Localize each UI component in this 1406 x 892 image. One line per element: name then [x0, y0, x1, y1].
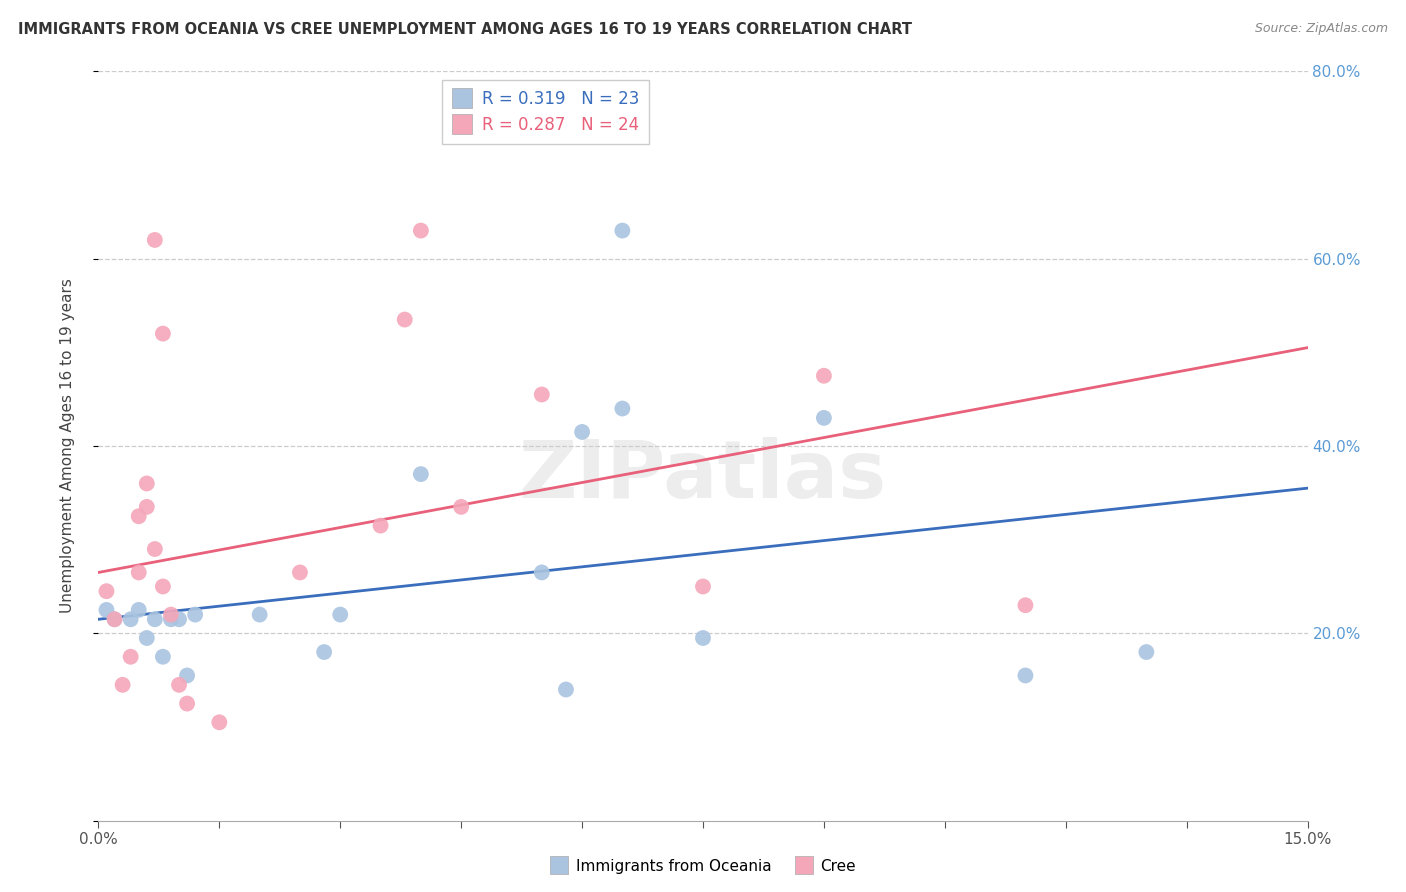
Text: IMMIGRANTS FROM OCEANIA VS CREE UNEMPLOYMENT AMONG AGES 16 TO 19 YEARS CORRELATI: IMMIGRANTS FROM OCEANIA VS CREE UNEMPLOY…: [18, 22, 912, 37]
Point: [143, 542, 166, 557]
Legend: Immigrants from Oceania, Cree: Immigrants from Oceania, Cree: [544, 853, 862, 880]
Point: [530, 387, 553, 401]
Point: [813, 411, 835, 425]
Point: [1014, 668, 1036, 682]
Point: [329, 607, 352, 622]
Point: [813, 368, 835, 383]
Point: [692, 580, 714, 594]
Point: [167, 678, 190, 692]
Point: [176, 668, 198, 682]
Point: [314, 645, 336, 659]
Point: [249, 607, 271, 622]
Point: [143, 612, 166, 626]
Text: ZIPatlas: ZIPatlas: [519, 437, 887, 515]
Point: [450, 500, 472, 514]
Point: [135, 500, 157, 514]
Point: [394, 312, 416, 326]
Point: [160, 612, 183, 626]
Point: [208, 715, 231, 730]
Point: [96, 584, 118, 599]
Point: [96, 603, 118, 617]
Text: Source: ZipAtlas.com: Source: ZipAtlas.com: [1254, 22, 1388, 36]
Point: [176, 697, 198, 711]
Legend: R = 0.319   N = 23, R = 0.287   N = 24: R = 0.319 N = 23, R = 0.287 N = 24: [441, 79, 650, 144]
Point: [120, 649, 142, 664]
Point: [184, 607, 207, 622]
Y-axis label: Unemployment Among Ages 16 to 19 years: Unemployment Among Ages 16 to 19 years: [60, 278, 75, 614]
Point: [167, 612, 190, 626]
Point: [1135, 645, 1157, 659]
Point: [152, 580, 174, 594]
Point: [128, 509, 150, 524]
Point: [530, 566, 553, 580]
Point: [160, 607, 183, 622]
Point: [103, 612, 125, 626]
Point: [612, 401, 634, 416]
Point: [409, 223, 432, 237]
Point: [288, 566, 311, 580]
Point: [612, 223, 634, 237]
Point: [128, 603, 150, 617]
Point: [1014, 599, 1036, 613]
Point: [571, 425, 593, 439]
Point: [409, 467, 432, 482]
Point: [120, 612, 142, 626]
Point: [103, 612, 125, 626]
Point: [152, 326, 174, 341]
Point: [111, 678, 134, 692]
Point: [692, 631, 714, 645]
Point: [135, 631, 157, 645]
Point: [555, 682, 578, 697]
Point: [152, 649, 174, 664]
Point: [370, 518, 392, 533]
Point: [143, 233, 166, 247]
Point: [128, 566, 150, 580]
Point: [135, 476, 157, 491]
